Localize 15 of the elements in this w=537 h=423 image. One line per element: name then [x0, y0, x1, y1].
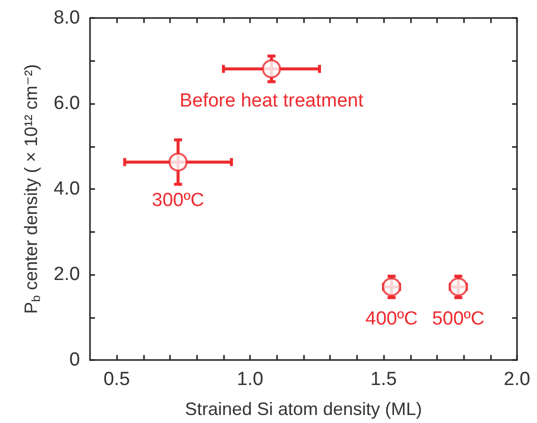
x-tick-label: 2.0 [504, 369, 530, 390]
annotation: Before heat treatment [180, 90, 364, 112]
y-tick-label: 6.0 [54, 93, 80, 114]
x-tick-label: 1.5 [370, 369, 397, 390]
y-axis-title: Pb center density ( × 10¹² cm⁻²) [21, 64, 43, 314]
y-tick-label: 0 [69, 350, 80, 370]
y-tick-label: 4.0 [54, 178, 80, 200]
x-axis-title: Strained Si atom density (ML) [184, 399, 422, 419]
y-tick-label: 2.0 [54, 264, 80, 285]
y-tick-label: 8.0 [54, 8, 80, 28]
annotation: 300ºC [152, 190, 204, 211]
x-tick-label: 1.0 [236, 369, 264, 390]
annotation: 500ºC [432, 308, 484, 330]
x-tick-label: 0.5 [103, 369, 130, 390]
annotation: 400ºC [365, 308, 418, 330]
